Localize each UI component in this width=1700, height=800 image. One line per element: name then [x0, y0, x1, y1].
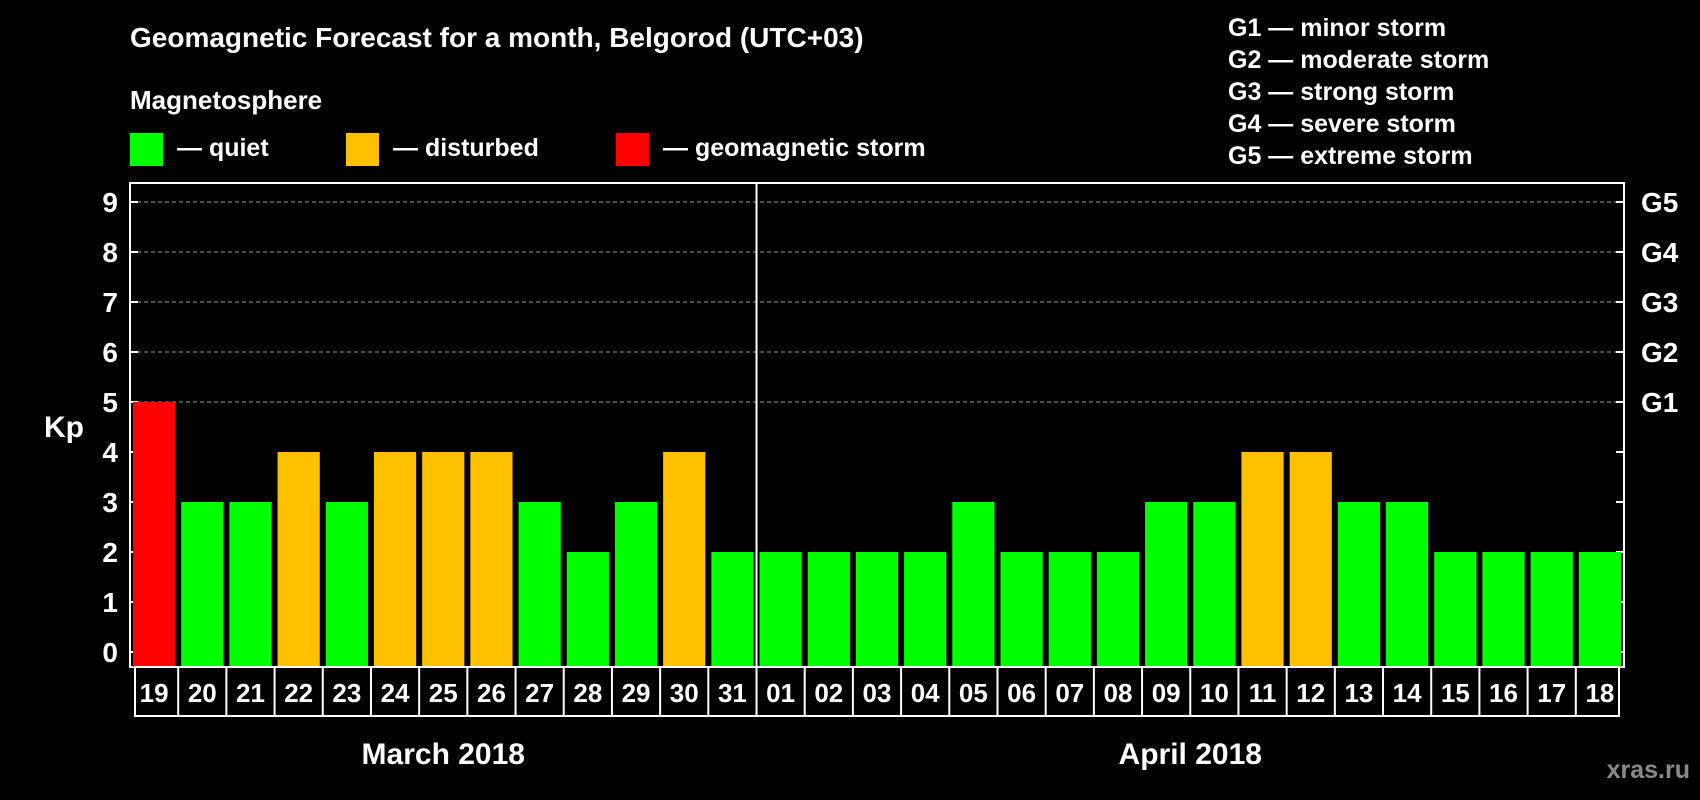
scale-g3: G3 — strong storm	[1228, 78, 1455, 106]
date-label: 25	[429, 678, 458, 708]
date-label: 26	[477, 678, 506, 708]
scale-g2: G2 — moderate storm	[1228, 46, 1490, 74]
y-tick-label: 8	[102, 237, 118, 268]
watermark: xras.ru	[1606, 756, 1690, 784]
bar-day-13	[1337, 502, 1381, 667]
bar-day-22	[277, 452, 320, 667]
date-label: 13	[1344, 678, 1373, 708]
date-row-frame	[134, 666, 1620, 717]
g-scale-label: G5	[1641, 187, 1678, 218]
bar-day-01	[759, 552, 802, 667]
date-label: 28	[573, 678, 602, 708]
legend-swatch-quiet	[130, 133, 163, 166]
legend-swatch-disturbed	[346, 133, 379, 166]
date-label: 19	[140, 678, 169, 708]
bar-day-08	[1096, 552, 1140, 667]
bar-day-19	[133, 402, 176, 667]
date-label: 16	[1489, 678, 1518, 708]
bar-day-23	[325, 502, 368, 667]
bar-day-02	[807, 552, 850, 667]
date-label: 07	[1055, 678, 1084, 708]
bar-day-04	[904, 552, 947, 667]
date-label: 29	[622, 678, 651, 708]
bar-day-20	[181, 502, 224, 667]
bar-day-05	[952, 502, 995, 667]
y-tick-label: 3	[102, 487, 118, 518]
date-label: 09	[1152, 678, 1181, 708]
date-label: 18	[1585, 678, 1614, 708]
bar-day-10	[1193, 502, 1236, 667]
g-scale-label: G3	[1641, 287, 1678, 318]
date-label: 15	[1441, 678, 1470, 708]
bar-day-03	[855, 552, 899, 667]
bar-day-17	[1530, 552, 1573, 667]
date-label: 21	[236, 678, 265, 708]
bar-day-15	[1434, 552, 1477, 667]
date-label: 06	[1007, 678, 1036, 708]
month-label: March 2018	[362, 738, 525, 771]
bar-day-14	[1386, 502, 1429, 667]
legend-label-storm: — geomagnetic storm	[663, 134, 926, 162]
bar-day-06	[1000, 552, 1043, 667]
month-label: April 2018	[1119, 738, 1262, 771]
y-tick-label: 5	[102, 387, 118, 418]
bar-day-28	[566, 552, 609, 667]
y-axis-label: Kp	[44, 411, 84, 444]
date-label: 31	[718, 678, 747, 708]
bar-day-31	[711, 552, 754, 667]
legend-title: Magnetosphere	[130, 85, 323, 115]
y-tick-label: 4	[102, 437, 118, 468]
bar-day-21	[229, 502, 272, 667]
date-label: 24	[381, 678, 410, 708]
date-label: 08	[1104, 678, 1133, 708]
y-tick-label: 2	[102, 537, 118, 568]
y-tick-label: 9	[102, 187, 118, 218]
y-tick-label: 0	[102, 637, 118, 668]
bar-day-07	[1048, 552, 1091, 667]
date-label: 23	[332, 678, 361, 708]
scale-g1: G1 — minor storm	[1228, 14, 1447, 42]
bar-day-29	[614, 502, 658, 667]
date-label: 02	[814, 678, 843, 708]
date-label: 04	[911, 678, 940, 708]
bar-day-26	[470, 452, 513, 667]
bar-day-24	[373, 452, 417, 667]
g-scale-label: G4	[1641, 237, 1679, 268]
y-tick-label: 6	[102, 337, 118, 368]
bar-day-16	[1482, 552, 1525, 667]
date-label: 12	[1296, 678, 1325, 708]
date-label: 27	[525, 678, 554, 708]
bar-day-11	[1241, 452, 1284, 667]
date-label: 17	[1537, 678, 1566, 708]
g-scale-label: G2	[1641, 337, 1678, 368]
date-label: 01	[766, 678, 795, 708]
bar-day-25	[422, 452, 465, 667]
legend-swatch-storm	[616, 133, 649, 166]
bar-day-27	[518, 502, 561, 667]
chart-title: Geomagnetic Forecast for a month, Belgor…	[130, 22, 864, 53]
bar-day-12	[1289, 452, 1332, 667]
bar-day-30	[663, 452, 706, 667]
date-label: 20	[188, 678, 217, 708]
legend-label-quiet: — quiet	[177, 134, 269, 162]
legend-label-disturbed: — disturbed	[393, 134, 539, 162]
y-tick-label: 7	[102, 287, 118, 318]
date-label: 03	[863, 678, 892, 708]
date-label: 22	[284, 678, 313, 708]
date-label: 10	[1200, 678, 1229, 708]
date-label: 05	[959, 678, 988, 708]
date-label: 30	[670, 678, 699, 708]
date-label: 14	[1393, 678, 1422, 708]
bar-day-09	[1145, 502, 1188, 667]
date-label: 11	[1249, 678, 1277, 708]
bar-day-18	[1578, 552, 1621, 667]
scale-g4: G4 — severe storm	[1228, 110, 1456, 138]
y-tick-label: 1	[102, 587, 118, 618]
g-scale-label: G1	[1641, 387, 1678, 418]
scale-g5: G5 — extreme storm	[1228, 142, 1473, 170]
